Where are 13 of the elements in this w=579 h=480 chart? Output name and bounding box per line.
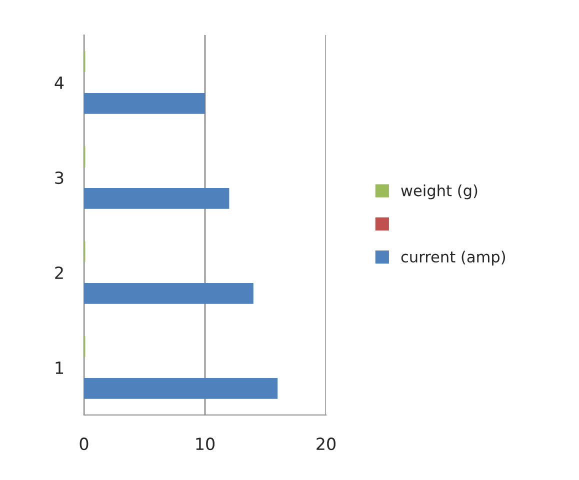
y-tick-label: 4: [54, 76, 64, 89]
y-tick-label: 1: [56, 362, 64, 374]
legend-label: current (amp): [401, 250, 506, 266]
y-tick-label: 3: [55, 171, 64, 184]
bar: [84, 188, 230, 209]
bar: [84, 282, 254, 304]
bar: [84, 378, 278, 399]
x-tick-label: 0: [80, 438, 88, 450]
x-tick-label: 10: [196, 438, 214, 450]
x-tick-label: 20: [316, 438, 336, 450]
y-tick-label: 2: [55, 266, 63, 279]
legend-label: weight (g): [401, 184, 478, 200]
bar: [84, 92, 205, 114]
